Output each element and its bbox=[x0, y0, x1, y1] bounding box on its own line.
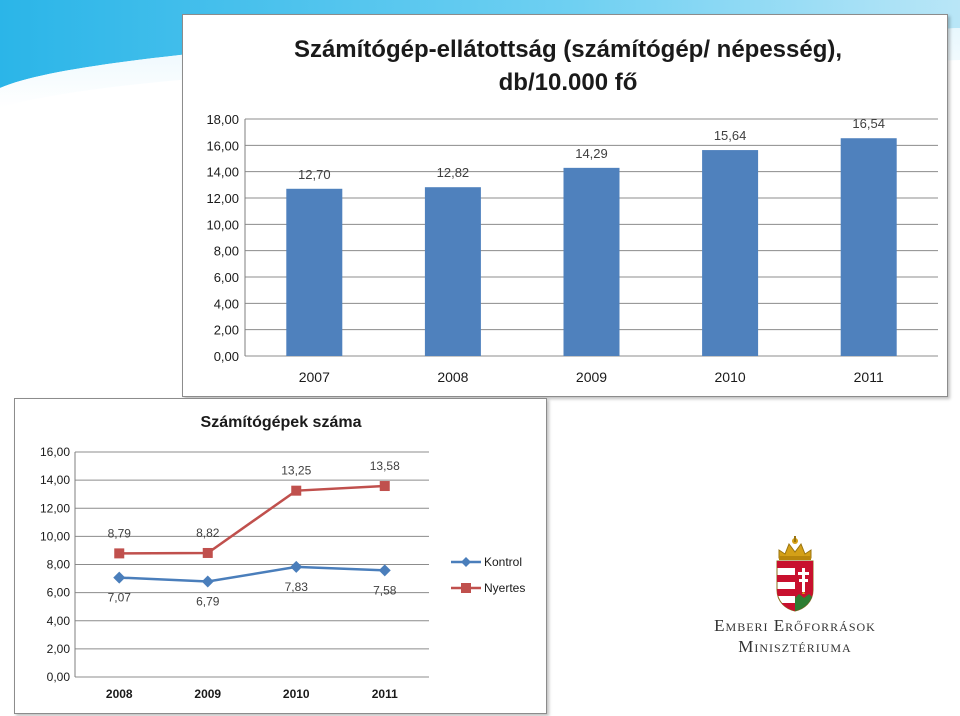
bar bbox=[702, 150, 759, 356]
data-point bbox=[291, 485, 302, 496]
series-line-nyertes bbox=[119, 484, 385, 555]
bar-value-label: 16,54 bbox=[852, 116, 885, 131]
bar bbox=[424, 187, 481, 356]
x-tick-label: 2010 bbox=[283, 687, 310, 701]
bar-value-label: 12,82 bbox=[437, 165, 470, 180]
x-tick-label: 2009 bbox=[576, 369, 607, 385]
y-tick-label: 16,00 bbox=[206, 138, 239, 153]
ministry-logo: Emberi Erőforrások Minisztériuma bbox=[700, 536, 890, 656]
y-tick-label: 8,00 bbox=[214, 244, 239, 259]
data-point bbox=[290, 560, 303, 573]
bar-chart-panel: Számítógép-ellátottság (számítógép/ népe… bbox=[182, 14, 948, 397]
x-tick-label: 2008 bbox=[106, 687, 133, 701]
x-tick-label: 2011 bbox=[854, 369, 884, 385]
y-tick-label: 10,00 bbox=[40, 529, 70, 543]
legend-label: Kontrol bbox=[484, 555, 522, 569]
y-tick-label: 18,00 bbox=[206, 112, 239, 127]
x-tick-label: 2008 bbox=[437, 369, 468, 385]
chart-title: Számítógépek száma bbox=[201, 414, 362, 431]
data-point bbox=[114, 548, 125, 559]
diamond-marker-icon bbox=[461, 557, 471, 567]
bar bbox=[563, 167, 620, 356]
y-tick-label: 4,00 bbox=[214, 296, 239, 311]
y-tick-label: 16,00 bbox=[40, 445, 70, 459]
y-tick-label: 8,00 bbox=[47, 558, 71, 572]
y-tick-label: 12,00 bbox=[206, 191, 239, 206]
ministry-name-line2: Minisztériuma bbox=[738, 637, 852, 656]
chart-title-line1: Számítógép-ellátottság (számítógép/ népe… bbox=[294, 36, 842, 63]
x-tick-label: 2009 bbox=[194, 687, 221, 701]
bar-value-label: 15,64 bbox=[714, 128, 747, 143]
data-point bbox=[201, 575, 214, 588]
y-tick-label: 2,00 bbox=[47, 642, 71, 656]
y-tick-label: 6,00 bbox=[214, 270, 239, 285]
bar bbox=[286, 188, 343, 356]
x-tick-label: 2007 bbox=[299, 369, 330, 385]
bar bbox=[840, 138, 897, 356]
y-tick-label: 4,00 bbox=[47, 614, 71, 628]
line-chart-panel: Számítógépek száma 0,00 2,00 4,00 6,00 8,00 1… bbox=[14, 398, 547, 714]
bar-value-label: 12,70 bbox=[298, 167, 331, 182]
data-label: 8,82 bbox=[196, 526, 220, 540]
data-point bbox=[379, 481, 390, 492]
y-tick-label: 0,00 bbox=[47, 670, 71, 684]
hungarian-coat-of-arms-icon bbox=[776, 536, 814, 612]
chart-title-line2: db/10.000 fő bbox=[499, 69, 638, 96]
x-tick-label: 2010 bbox=[715, 369, 746, 385]
data-label: 7,58 bbox=[373, 583, 397, 597]
data-label: 8,79 bbox=[108, 526, 132, 540]
y-tick-label: 0,00 bbox=[214, 349, 239, 364]
data-label: 6,79 bbox=[196, 595, 220, 609]
y-tick-label: 14,00 bbox=[206, 165, 239, 180]
y-tick-label: 12,00 bbox=[40, 501, 70, 515]
x-tick-label: 2011 bbox=[372, 687, 398, 701]
square-marker-icon bbox=[461, 583, 471, 593]
line-chart: Számítógépek száma 0,00 2,00 4,00 6,00 8,00 1… bbox=[40, 414, 525, 701]
y-tick-label: 14,00 bbox=[40, 473, 70, 487]
y-tick-label: 6,00 bbox=[47, 586, 71, 600]
data-point bbox=[202, 547, 213, 558]
bar-chart: Számítógép-ellátottság (számítógép/ népe… bbox=[206, 36, 938, 385]
y-tick-label: 10,00 bbox=[206, 217, 239, 232]
bar-value-label: 14,29 bbox=[575, 146, 608, 161]
data-label: 7,07 bbox=[108, 591, 132, 605]
ministry-name-line1: Emberi Erőforrások bbox=[714, 616, 876, 635]
data-label: 13,58 bbox=[370, 459, 400, 473]
series-line-kontrol bbox=[119, 565, 385, 583]
data-label: 7,83 bbox=[285, 580, 309, 594]
data-point bbox=[378, 564, 391, 577]
legend-label: Nyertes bbox=[484, 581, 525, 595]
data-label: 13,25 bbox=[281, 464, 311, 478]
y-tick-label: 2,00 bbox=[214, 323, 239, 338]
ministry-name: Emberi Erőforrások Minisztériuma bbox=[700, 615, 890, 657]
data-point bbox=[113, 571, 126, 584]
